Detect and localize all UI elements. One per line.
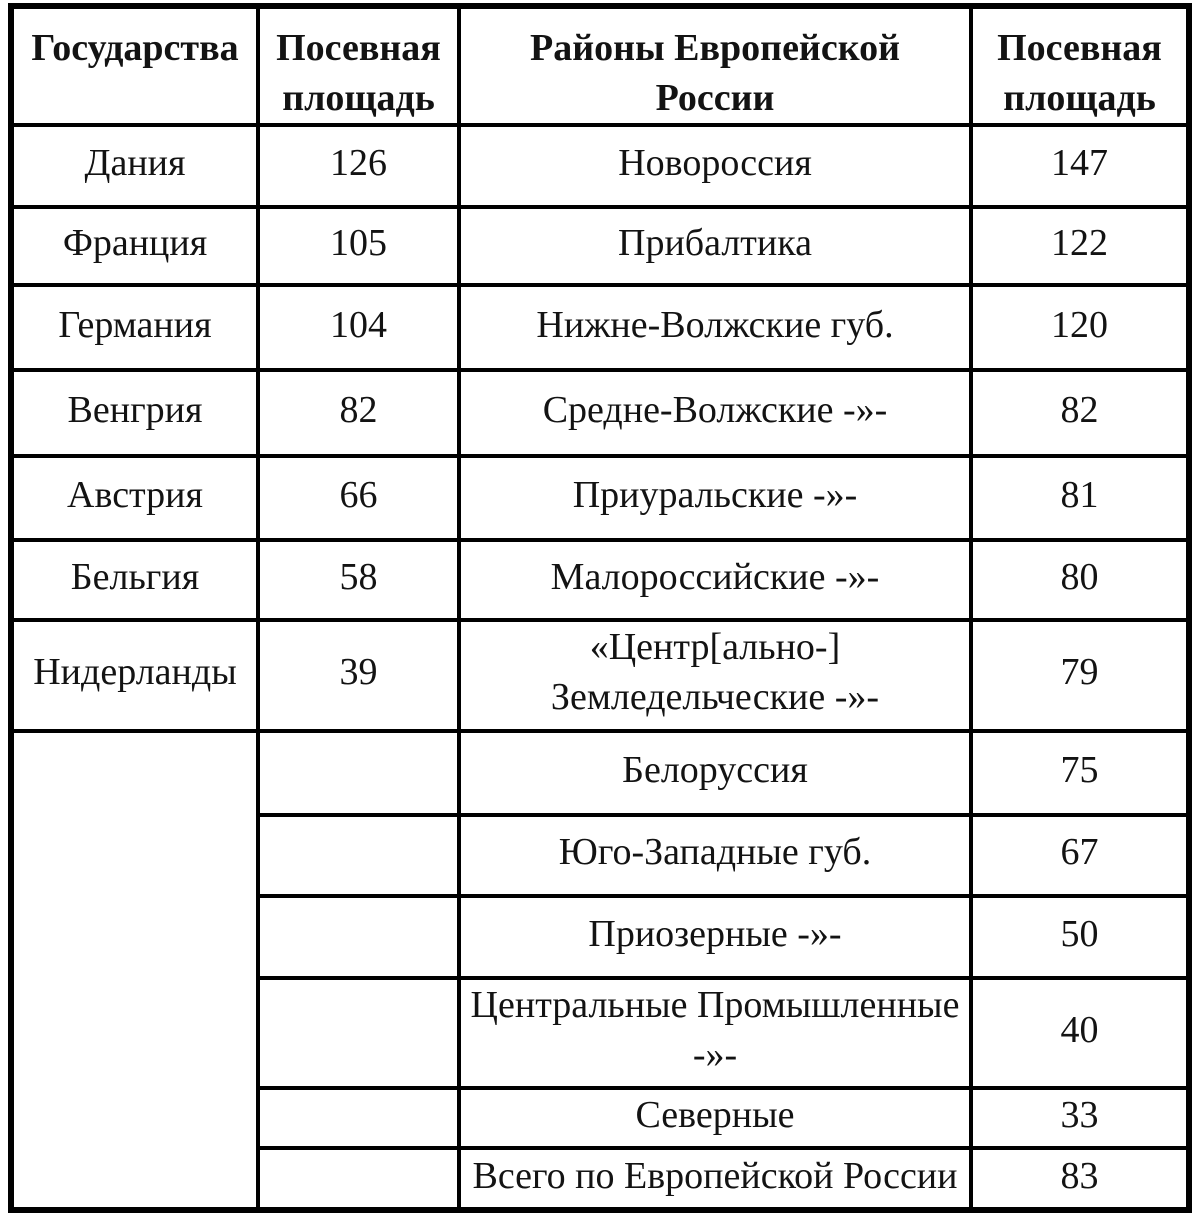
state-name-cell: Нидерланды bbox=[9, 618, 260, 733]
header-sown-area-left: Посевная площадь bbox=[256, 3, 461, 128]
table-row: Белоруссия 75 bbox=[9, 728, 1191, 1213]
state-area-cell: 66 bbox=[256, 454, 461, 543]
empty-area-cell bbox=[256, 1085, 461, 1151]
table-row: Юго-Западные губ. 67 bbox=[11, 812, 1191, 898]
region-area-cell: 75 bbox=[969, 728, 1191, 817]
region-area-cell: 33 bbox=[969, 1085, 1191, 1151]
state-name-cell: Австрия bbox=[9, 454, 260, 543]
state-area-cell: 104 bbox=[256, 283, 461, 373]
region-name-cell: Малороссийские -»- bbox=[457, 538, 973, 623]
empty-area-cell bbox=[256, 728, 461, 817]
region-name-cell: Северные bbox=[457, 1085, 973, 1151]
empty-area-cell bbox=[256, 975, 461, 1090]
table-row: Бельгия 58 Малороссийские -»- 80 bbox=[9, 538, 1191, 623]
table-row: Германия 104 Нижне-Волжские губ. 120 bbox=[9, 283, 1191, 373]
region-name-cell: Средне-Волжские -»- bbox=[457, 368, 973, 459]
state-area-cell: 105 bbox=[256, 205, 461, 288]
region-name-cell: Приуральские -»- bbox=[457, 454, 973, 543]
state-name-cell: Венгрия bbox=[9, 368, 260, 459]
table-row: Дания 126 Новороссия 147 bbox=[9, 123, 1191, 210]
empty-area-cell bbox=[256, 893, 461, 980]
table-row: Франция 105 Прибалтика 122 bbox=[9, 205, 1191, 288]
table-row: Нидерланды 39 «Центр[ально-] Земледельче… bbox=[9, 618, 1191, 733]
state-area-cell: 82 bbox=[256, 368, 461, 459]
header-regions: Районы Европейской России bbox=[457, 3, 973, 128]
region-name-cell: Прибалтика bbox=[457, 205, 973, 288]
document-table: Государства Посевная площадь Районы Евро… bbox=[8, 3, 1192, 1213]
table-row: Австрия 66 Приуральские -»- 81 bbox=[9, 454, 1191, 543]
region-name-cell: Всего по Европейской России bbox=[457, 1146, 973, 1213]
state-name-cell: Дания bbox=[9, 123, 260, 210]
region-area-cell: 50 bbox=[969, 893, 1191, 980]
empty-area-cell bbox=[256, 812, 461, 898]
region-name-cell: Юго-Западные губ. bbox=[457, 812, 973, 898]
state-name-cell: Германия bbox=[9, 283, 260, 373]
table-row: Венгрия 82 Средне-Волжские -»- 82 bbox=[9, 368, 1191, 459]
region-name-cell: Центральные Промышленные -»- bbox=[457, 975, 973, 1090]
merged-empty-states-cell bbox=[9, 728, 260, 1213]
region-area-cell: 81 bbox=[969, 454, 1191, 543]
region-area-cell: 40 bbox=[969, 975, 1191, 1090]
region-area-cell: 79 bbox=[969, 618, 1191, 733]
region-area-cell: 122 bbox=[969, 205, 1191, 288]
header-states: Государства bbox=[9, 3, 260, 128]
region-name-cell: Новороссия bbox=[457, 123, 973, 210]
region-name-cell: Приозерные -»- bbox=[457, 893, 973, 980]
region-name-cell: «Центр[ально-] Земледельческие -»- bbox=[457, 618, 973, 733]
state-area-cell: 126 bbox=[256, 123, 461, 210]
state-name-cell: Франция bbox=[9, 205, 260, 288]
region-area-cell: 67 bbox=[969, 812, 1191, 898]
region-area-cell: 80 bbox=[969, 538, 1191, 623]
header-sown-area-right: Посевная площадь bbox=[969, 3, 1191, 128]
table-row: Центральные Промышленные -»- 40 bbox=[11, 975, 1191, 1090]
table-row: Приозерные -»- 50 bbox=[11, 893, 1191, 980]
table-row: Северные 33 bbox=[11, 1085, 1191, 1151]
region-name-cell: Нижне-Волжские губ. bbox=[457, 283, 973, 373]
empty-area-cell bbox=[256, 1146, 461, 1213]
state-area-cell: 39 bbox=[256, 618, 461, 733]
state-area-cell: 58 bbox=[256, 538, 461, 623]
region-name-cell: Белоруссия bbox=[457, 728, 973, 817]
state-name-cell: Бельгия bbox=[9, 538, 260, 623]
region-area-cell: 147 bbox=[969, 123, 1191, 210]
header-row: Государства Посевная площадь Районы Евро… bbox=[9, 3, 1191, 128]
region-area-cell: 82 bbox=[969, 368, 1191, 459]
region-area-cell: 120 bbox=[969, 283, 1191, 373]
region-area-cell: 83 bbox=[969, 1146, 1191, 1213]
